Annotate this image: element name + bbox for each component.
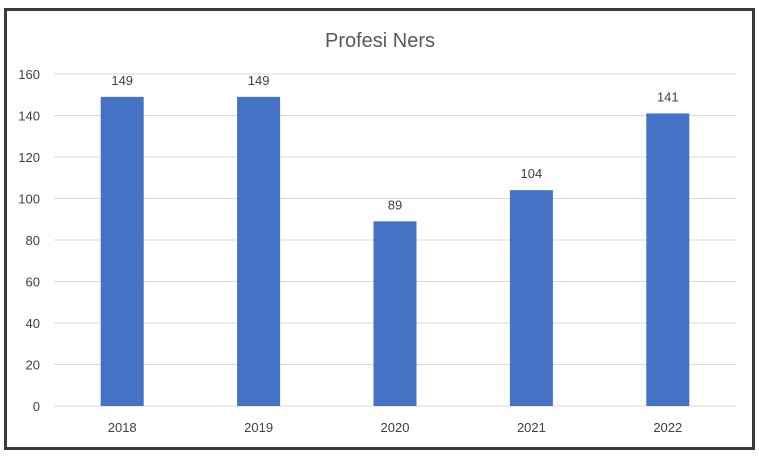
x-tick-label: 2020 — [381, 420, 410, 435]
bars — [100, 96, 690, 407]
data-label-2020: 89 — [388, 197, 402, 212]
bar-2019 — [237, 96, 281, 406]
data-label-2022: 141 — [657, 89, 679, 104]
y-tick-label: 60 — [26, 275, 40, 290]
x-tick-label: 2019 — [244, 420, 273, 435]
x-axis-ticks: 2018 2019 2020 2021 2022 — [108, 420, 683, 435]
y-tick-label: 100 — [18, 192, 40, 207]
x-tick-label: 2018 — [108, 420, 137, 435]
y-tick-label: 80 — [26, 233, 40, 248]
data-label-2019: 149 — [248, 73, 270, 88]
y-tick-label: 0 — [33, 399, 40, 414]
x-tick-label: 2022 — [653, 420, 682, 435]
y-tick-label: 40 — [26, 316, 40, 331]
data-labels: 149 149 89 104 141 — [111, 73, 678, 213]
y-tick-label: 120 — [18, 150, 40, 165]
bar-2021 — [509, 190, 553, 406]
y-tick-label: 160 — [18, 67, 40, 82]
y-tick-label: 20 — [26, 358, 40, 373]
data-label-2021: 104 — [521, 166, 543, 181]
y-tick-label: 140 — [18, 109, 40, 124]
bar-2022 — [646, 113, 690, 407]
data-label-2018: 149 — [111, 73, 133, 88]
gridlines — [54, 73, 736, 407]
chart-title: Profesi Ners — [325, 30, 435, 52]
bar-2020 — [373, 221, 417, 406]
x-tick-label: 2021 — [517, 420, 546, 435]
bar-2018 — [100, 96, 144, 406]
y-axis-ticks: 0 20 40 60 80 100 120 140 160 — [18, 67, 40, 414]
